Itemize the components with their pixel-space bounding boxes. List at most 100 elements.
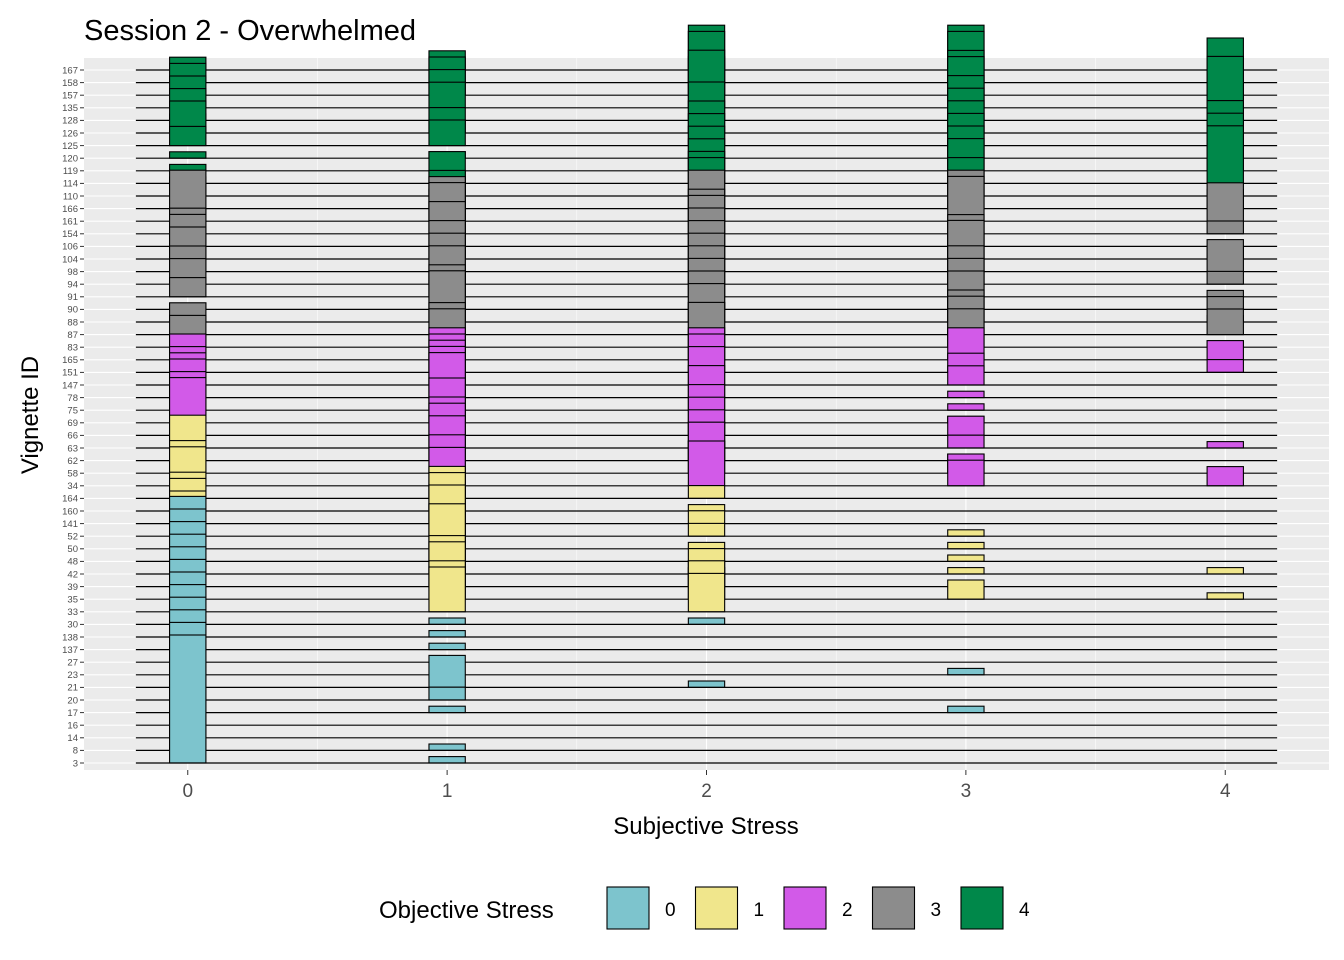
bar-98-4 xyxy=(1206,239,1244,273)
bar-87-0 xyxy=(169,314,207,336)
bar-147-3 xyxy=(947,365,985,386)
bar-48-2 xyxy=(687,548,726,562)
y-tick-label: 66 xyxy=(67,431,78,442)
bar-3-1 xyxy=(428,756,466,764)
bar-91-0 xyxy=(169,277,207,298)
legend-key-1 xyxy=(694,886,739,930)
bar-52-3 xyxy=(947,529,985,537)
bar-21-2 xyxy=(687,680,726,688)
bar-128-1 xyxy=(428,107,466,121)
y-tick-label: 48 xyxy=(67,557,78,568)
legend-title: Objective Stress xyxy=(379,897,554,924)
chart-title: Session 2 - Overwhelmed xyxy=(84,15,416,47)
bar-42-3 xyxy=(947,567,985,575)
y-tick-label: 42 xyxy=(67,569,78,580)
bar-8-1 xyxy=(428,743,466,751)
y-tick-label: 98 xyxy=(67,267,78,278)
y-tick-label: 138 xyxy=(62,632,78,643)
ridges xyxy=(135,24,1278,764)
bar-48-3 xyxy=(947,554,985,562)
y-tick-label: 147 xyxy=(62,380,78,391)
y-tick-label: 83 xyxy=(67,343,78,354)
legend: Objective Stress 0 1 2 3 4 xyxy=(379,886,1030,930)
y-tick-label: 39 xyxy=(67,582,78,593)
y-tick-label: 125 xyxy=(62,141,78,152)
legend-label-1: 1 xyxy=(754,900,765,921)
bar-120-0 xyxy=(169,151,207,159)
bar-30-1 xyxy=(428,617,466,625)
bar-90-4 xyxy=(1206,296,1244,310)
legend-label-4: 4 xyxy=(1019,900,1030,921)
bar-135-1 xyxy=(428,81,466,109)
legend-key-2 xyxy=(783,886,827,930)
y-tick-label: 75 xyxy=(67,406,78,417)
x-tick-label: 0 xyxy=(182,781,193,802)
x-tick-label: 2 xyxy=(701,781,712,802)
y-tick-label: 110 xyxy=(63,191,78,202)
bar-78-3 xyxy=(947,390,985,399)
y-tick-label: 21 xyxy=(67,683,78,694)
bar-34-4 xyxy=(1206,466,1244,487)
legend-label-0: 0 xyxy=(665,900,676,921)
y-tick-label: 33 xyxy=(67,607,78,618)
y-tick-label: 8 xyxy=(73,746,78,757)
bar-75-3 xyxy=(947,403,985,411)
y-tick-label: 104 xyxy=(62,254,78,265)
y-tick-label: 120 xyxy=(62,154,78,165)
y-tick-label: 91 xyxy=(67,292,78,303)
y-tick-label: 3 xyxy=(73,758,78,769)
y-tick-label: 87 xyxy=(67,330,78,341)
y-tick-label: 94 xyxy=(67,280,78,291)
bar-63-3 xyxy=(947,434,985,449)
bar-138-1 xyxy=(428,630,466,638)
bar-21-1 xyxy=(428,654,466,688)
bar-50-2 xyxy=(687,541,726,550)
y-tick-label: 69 xyxy=(67,418,78,429)
y-tick-label: 167 xyxy=(62,65,78,76)
bar-50-3 xyxy=(947,541,985,550)
bar-119-1 xyxy=(428,151,466,172)
y-tick-label: 151 xyxy=(62,368,78,379)
x-tick-label: 3 xyxy=(961,781,972,802)
bar-94-4 xyxy=(1206,270,1244,285)
bar-151-4 xyxy=(1206,359,1244,373)
bar-35-3 xyxy=(947,579,985,600)
bar-17-3 xyxy=(947,705,985,714)
x-tick-label: 1 xyxy=(442,781,453,802)
bar-125-0 xyxy=(169,125,207,147)
bar-42-4 xyxy=(1206,567,1244,575)
bar-154-4 xyxy=(1206,220,1244,235)
y-tick-label: 58 xyxy=(67,469,78,480)
y-tick-label: 119 xyxy=(63,166,78,177)
bar-30-2 xyxy=(687,617,726,625)
bar-34-3 xyxy=(947,459,985,487)
bar-91-4 xyxy=(1206,289,1244,298)
y-tick-label: 52 xyxy=(67,532,78,543)
bar-20-1 xyxy=(428,686,466,701)
y-tick-label: 114 xyxy=(63,179,78,190)
bar-33-2 xyxy=(687,572,726,613)
y-tick-label: 50 xyxy=(67,544,78,555)
bar-35-4 xyxy=(1206,592,1244,600)
bar-87-4 xyxy=(1206,308,1244,336)
y-tick-label: 137 xyxy=(62,645,78,656)
y-tick-label: 161 xyxy=(62,217,78,228)
y-tick-label: 106 xyxy=(62,242,78,253)
legend-label-2: 2 xyxy=(842,900,853,921)
y-axis-title: Vignette ID xyxy=(17,356,44,474)
y-tick-label: 88 xyxy=(67,317,78,328)
y-tick-label: 154 xyxy=(62,229,78,240)
y-tick-label: 17 xyxy=(67,708,78,719)
bar-52-2 xyxy=(687,522,726,537)
y-tick-label: 157 xyxy=(62,91,78,102)
bar-23-3 xyxy=(947,667,985,676)
y-tick-label: 62 xyxy=(67,456,78,467)
bar-137-1 xyxy=(428,642,466,651)
x-tick-label: 4 xyxy=(1220,781,1231,802)
y-tick-label: 20 xyxy=(67,695,78,706)
bar-3-0 xyxy=(169,634,207,764)
y-tick-label: 160 xyxy=(62,506,78,517)
y-tick-label: 16 xyxy=(67,721,78,732)
bar-63-4 xyxy=(1206,441,1244,449)
